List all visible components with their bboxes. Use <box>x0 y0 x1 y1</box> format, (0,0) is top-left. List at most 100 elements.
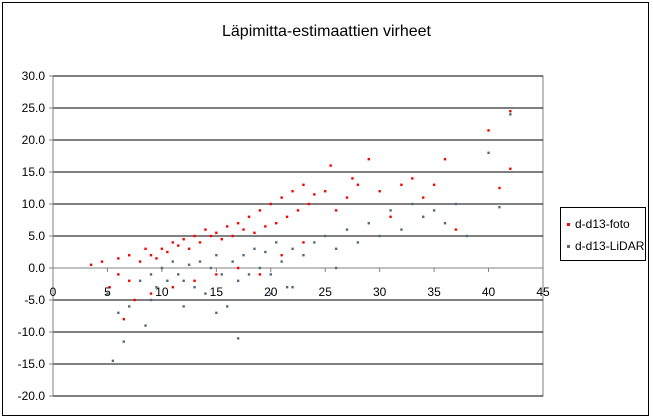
scatter-plot: 30.0 25.0 20.0 15.0 10.0 5.0 0.0 -5.0 -10.0 -15.0… <box>18 69 550 403</box>
data-point-series-0 <box>509 110 512 113</box>
x-tick-label: 20 <box>264 285 278 299</box>
data-point-series-0 <box>258 273 262 276</box>
data-point-series-0 <box>285 215 289 218</box>
data-point-series-0 <box>138 260 142 263</box>
data-point-series-1 <box>509 113 512 116</box>
data-point-series-0 <box>275 222 278 225</box>
legend-entry-foto: d-d13-foto <box>565 216 630 232</box>
data-point-series-0 <box>307 202 311 206</box>
data-point-series-0 <box>133 298 136 302</box>
data-point-series-0 <box>108 286 111 289</box>
data-point-series-1 <box>198 260 202 263</box>
data-point-series-1 <box>149 273 153 276</box>
data-point-series-1 <box>215 311 218 314</box>
data-point-series-1 <box>432 209 436 212</box>
data-point-series-0 <box>149 292 153 295</box>
data-point-series-0 <box>345 196 349 199</box>
data-point-series-1 <box>253 247 256 250</box>
data-point-series-1 <box>465 234 468 238</box>
data-point-series-1 <box>220 273 223 276</box>
x-tick-label: 25 <box>319 285 333 299</box>
data-point-series-1 <box>242 254 245 257</box>
x-tick-label: 35 <box>427 285 441 299</box>
data-point-series-1 <box>106 292 109 295</box>
data-point-series-1 <box>182 305 185 308</box>
y-tick-label: 15.0 <box>22 165 46 179</box>
legend-marker-foto <box>567 222 570 226</box>
data-point-series-0 <box>242 228 245 231</box>
legend-entry-lidar: d-d13-LiDAR <box>565 238 644 254</box>
data-point-series-0 <box>280 196 283 199</box>
data-point-series-0 <box>400 183 403 186</box>
data-point-series-1 <box>144 324 147 327</box>
legend-label-foto: d-d13-foto <box>575 217 630 231</box>
y-tick-label: 5.0 <box>28 229 45 243</box>
data-point-series-0 <box>247 215 251 218</box>
y-tick-label: 25.0 <box>22 101 46 115</box>
data-point-series-0 <box>378 190 381 193</box>
data-points <box>89 110 512 362</box>
data-point-series-0 <box>236 222 240 225</box>
data-point-series-0 <box>215 273 218 276</box>
data-point-series-0 <box>411 177 414 180</box>
data-point-series-0 <box>324 190 327 193</box>
data-point-series-1 <box>400 228 403 231</box>
data-point-series-1 <box>275 241 278 244</box>
data-point-series-0 <box>122 318 125 321</box>
data-point-series-1 <box>313 241 316 244</box>
data-point-series-1 <box>324 234 327 238</box>
data-point-series-0 <box>231 234 234 238</box>
data-point-series-1 <box>171 260 174 263</box>
x-tick-label: 5 <box>104 285 111 299</box>
x-tick-label: 15 <box>210 285 224 299</box>
data-point-series-0 <box>100 260 104 263</box>
data-point-series-0 <box>296 209 300 212</box>
data-point-series-0 <box>171 286 174 289</box>
legend-label-lidar: d-d13-LiDAR <box>575 239 645 253</box>
data-point-series-0 <box>302 183 305 186</box>
data-point-series-1 <box>285 286 289 289</box>
data-point-series-1 <box>226 305 229 308</box>
data-point-series-1 <box>443 222 447 225</box>
legend-marker-lidar <box>567 244 570 248</box>
x-tick-label: 0 <box>50 285 57 299</box>
data-point-series-0 <box>367 158 370 161</box>
data-point-series-1 <box>236 337 240 340</box>
data-point-series-0 <box>253 231 256 234</box>
data-point-series-0 <box>166 250 169 254</box>
data-point-series-1 <box>149 298 153 302</box>
x-tick-labels: 0 5 10 15 20 25 30 35 40 45 <box>50 285 550 299</box>
x-tick-label: 10 <box>155 285 169 299</box>
data-point-series-1 <box>280 260 283 263</box>
data-point-series-0 <box>198 241 202 244</box>
data-point-series-0 <box>128 279 131 282</box>
data-point-series-0 <box>334 209 338 212</box>
data-point-series-1 <box>209 266 213 270</box>
data-point-series-1 <box>411 202 414 206</box>
data-point-series-0 <box>193 234 196 238</box>
data-point-series-0 <box>209 234 213 238</box>
data-point-series-0 <box>182 238 185 241</box>
data-point-series-0 <box>128 254 131 257</box>
data-point-series-1 <box>166 279 169 282</box>
data-point-series-1 <box>187 263 191 266</box>
data-point-series-0 <box>149 254 153 257</box>
data-point-series-0 <box>144 247 147 250</box>
data-point-series-0 <box>302 241 305 244</box>
y-tick-label: -5.0 <box>24 293 45 307</box>
data-point-series-1 <box>122 340 125 343</box>
data-point-series-1 <box>231 260 234 263</box>
data-point-series-0 <box>177 244 180 247</box>
x-tick-label: 40 <box>482 285 496 299</box>
data-point-series-1 <box>155 286 158 289</box>
data-point-series-0 <box>204 228 207 231</box>
data-point-series-1 <box>367 222 370 225</box>
data-point-series-1 <box>204 292 207 295</box>
data-point-series-0 <box>264 225 267 228</box>
data-point-series-0 <box>155 257 158 260</box>
data-point-series-0 <box>280 254 283 257</box>
data-point-series-0 <box>389 215 392 218</box>
data-point-series-1 <box>291 247 294 250</box>
data-point-series-1 <box>117 311 120 314</box>
data-point-series-1 <box>160 266 164 270</box>
